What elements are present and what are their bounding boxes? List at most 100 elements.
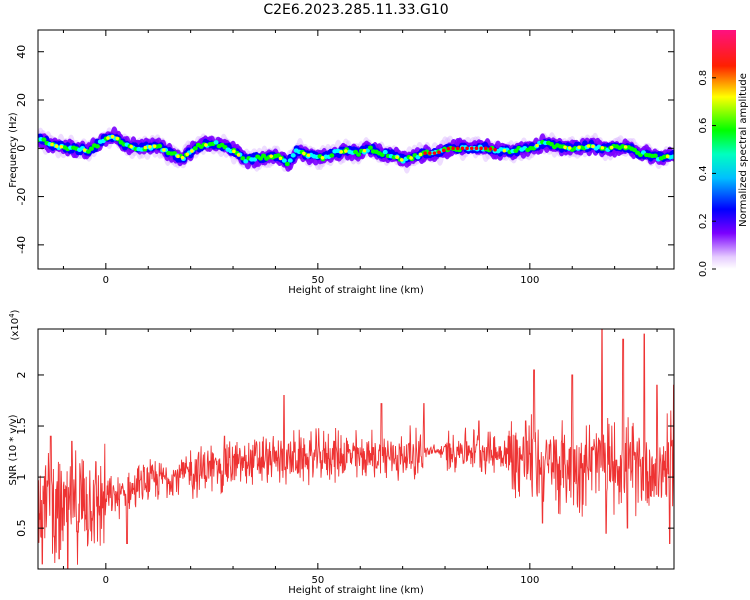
ridge-max: [185, 152, 190, 157]
ridge-max: [148, 145, 152, 149]
ridge-max: [493, 147, 497, 152]
colorbar-ticks: 0.0 0.2 0.4 0.6 0.8: [698, 70, 716, 277]
ridge-max: [460, 146, 465, 151]
ridge-peak: [41, 137, 47, 142]
colorbar: 0.0 0.2 0.4 0.6 0.8 Normalized spectral ampl…: [698, 30, 749, 277]
ridge-peak: [157, 143, 163, 149]
ridge-max: [278, 156, 283, 161]
ridge-peak: [85, 149, 91, 154]
ridge-max: [344, 149, 348, 153]
spectrogram-ridge: [38, 126, 674, 174]
spectrogram-xlabel: Height of straight line (km): [288, 285, 424, 296]
ridge-peak: [632, 147, 638, 153]
ridge-max: [129, 144, 134, 149]
y-tick-label: -40: [15, 236, 28, 254]
ridge-peak: [652, 153, 658, 158]
ridge-max: [115, 136, 120, 141]
ridge-max: [469, 146, 474, 151]
x-tick-label: 0: [103, 575, 109, 586]
ridge-max: [399, 158, 404, 162]
ridge-max: [423, 151, 427, 155]
ridge-max: [563, 145, 567, 150]
ridge-max: [339, 150, 343, 154]
ridge-max: [180, 155, 185, 160]
ridge-max: [152, 144, 157, 148]
y-tick-label: 1: [15, 474, 28, 481]
ridge-max: [451, 146, 455, 151]
snr-xlabel: Height of straight line (km): [288, 585, 424, 596]
spectrogram-panel: 0 50 100 -40 -20 0 20 40 Height of straight lin…: [8, 29, 675, 296]
ridge-max: [236, 153, 241, 157]
colorbar-tick-label: 0.4: [698, 165, 709, 181]
ridge-peak: [240, 156, 246, 161]
ridge-peak: [88, 146, 94, 151]
x-tick-label: 0: [103, 275, 109, 286]
ridge-max: [269, 154, 274, 158]
ridge-max: [591, 144, 595, 149]
ridge-max: [437, 150, 441, 154]
ridge-max: [176, 154, 180, 159]
snr-ticks: 0 50 100 0.5 1 1.5 2: [15, 329, 674, 586]
ridge-peak: [243, 159, 249, 164]
ridge-max: [446, 146, 451, 151]
ridge-max: [232, 149, 236, 154]
ridge-max: [665, 154, 670, 159]
ridge-max: [600, 145, 605, 150]
y-tick-label: 20: [15, 93, 28, 107]
colorbar-tick-label: 0.8: [698, 70, 709, 86]
ridge-max: [106, 136, 110, 140]
ridge-peak: [329, 153, 335, 158]
spectrogram-ticks: 0 50 100 -40 -20 0 20 40: [15, 30, 674, 286]
ridge-peak: [290, 153, 296, 158]
colorbar-tick-label: 0.6: [698, 118, 709, 134]
figure-title: C2E6.2023.285.11.33.G10: [263, 2, 448, 18]
ridge-peak: [670, 154, 674, 159]
ridge-peak: [356, 152, 362, 157]
colorbar-label: Normalized spectral amplitude: [738, 73, 749, 227]
x-tick-label: 50: [311, 575, 324, 586]
ridge-max: [50, 142, 54, 147]
ridge-max: [488, 147, 493, 151]
ridge-max: [535, 143, 539, 148]
ridge-peak: [252, 157, 258, 162]
spectrogram-frame: [37, 29, 675, 270]
spectrogram-ylabel: Frequency (Hz): [8, 112, 19, 188]
colorbar-tick-label: 0.0: [698, 261, 709, 277]
ridge-peak: [94, 144, 100, 149]
ridge-max: [362, 148, 367, 153]
ridge-max: [395, 155, 399, 160]
colorbar-tick-label: 0.2: [698, 213, 709, 229]
ridge-max: [418, 152, 423, 157]
ridge-max: [302, 151, 306, 156]
ridge-max: [465, 146, 469, 151]
ridge-max: [609, 145, 614, 150]
snr-series-line: [38, 329, 674, 569]
ridge-peak: [192, 146, 198, 151]
colorbar-gradient: [712, 30, 736, 269]
ridge-peak: [261, 153, 267, 158]
ridge-max: [586, 144, 591, 148]
snr-panel: 0 50 100 0.5 1 1.5 2 Height of straight line (…: [8, 309, 675, 596]
ridge-max: [204, 143, 208, 147]
ridge-max: [143, 145, 148, 150]
ridge-max: [54, 144, 59, 148]
x-tick-label: 50: [311, 275, 324, 286]
x-tick-label: 100: [520, 575, 539, 586]
ridge-max: [427, 151, 432, 155]
ridge-max: [479, 146, 483, 151]
ridge-peak: [284, 161, 290, 167]
ridge-peak: [548, 141, 554, 147]
ridge-max: [409, 156, 413, 160]
ridge-max: [567, 146, 572, 150]
ridge-max: [190, 149, 194, 153]
y-tick-label: 2: [15, 371, 28, 378]
ridge-max: [306, 153, 311, 158]
y-tick-label: 0.5: [15, 519, 28, 537]
ridge-peak: [287, 158, 293, 163]
ridge-max: [502, 148, 507, 153]
ridge-max: [162, 148, 166, 152]
ridge-max: [577, 145, 581, 150]
ridge-max: [623, 145, 628, 149]
ridge-peak: [281, 158, 287, 163]
